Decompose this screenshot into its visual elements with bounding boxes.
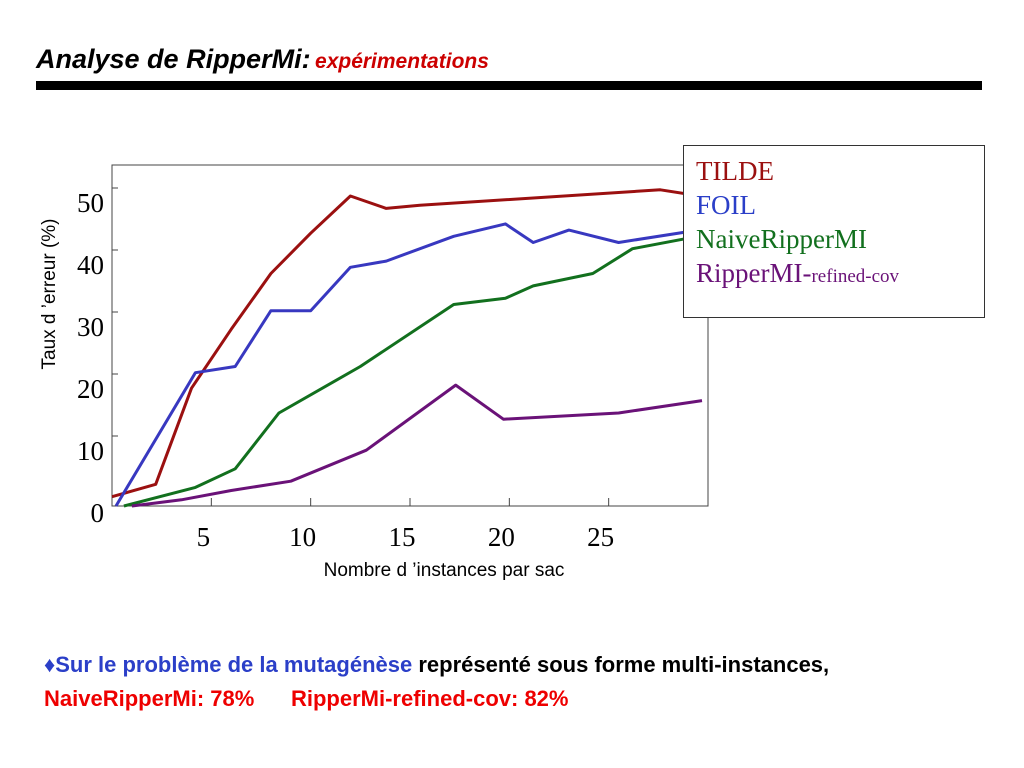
- x-tick-label: 15: [389, 522, 416, 552]
- legend-item-naiveripper: NaiveRipperMI: [696, 224, 867, 254]
- x-tick-label: 10: [289, 522, 316, 552]
- slide-title: Analyse de RipperMi: expérimentations: [36, 44, 489, 75]
- legend-item-tilde: TILDE: [696, 156, 774, 186]
- bullet-result-naive: NaiveRipperMi: 78%: [44, 686, 255, 711]
- series-lines: [111, 188, 703, 508]
- title-rule: [36, 81, 982, 90]
- bullet-result-refined: RipperMi-refined-cov: 82%: [290, 686, 569, 711]
- y-tick-label: 20: [77, 374, 104, 404]
- title-main: Analyse de RipperMi:: [36, 44, 311, 74]
- legend-item-ripper-refined: RipperMI-refined-cov: [696, 256, 972, 294]
- plot-frame: [111, 164, 709, 507]
- x-tick-label: 20: [488, 522, 515, 552]
- title-subtitle: expérimentations: [315, 50, 489, 73]
- legend-item-foil: FOIL: [696, 190, 756, 220]
- y-tick-label: 40: [77, 250, 104, 280]
- y-tick-label: 30: [77, 312, 104, 342]
- series-line-foil: [114, 222, 699, 507]
- y-tick-label: 50: [77, 188, 104, 218]
- legend-item-ripper-refined-suffix: refined-cov: [811, 266, 900, 287]
- legend: TILDE FOIL NaiveRipperMI RipperMI-refine…: [683, 145, 985, 318]
- series-line-tilde: [111, 188, 701, 499]
- bullet-diamond-icon: ♦: [44, 652, 56, 677]
- tick-labels: 5 10 15 20 25 0 10 20 30 40 50: [77, 188, 614, 552]
- bullet-text: ♦Sur le problème de la mutagénèse représ…: [44, 648, 974, 716]
- x-tick-label: 25: [587, 522, 614, 552]
- x-axis-label: Nombre d ’instances par sac: [324, 560, 565, 581]
- axis-ticks: [112, 187, 610, 506]
- y-tick-label: 0: [91, 498, 105, 528]
- y-tick-label: 10: [77, 436, 104, 466]
- series-line-naiverippermi: [123, 234, 699, 508]
- x-tick-label: 5: [197, 522, 211, 552]
- bullet-black-text: représenté sous forme multi-instances,: [412, 652, 830, 677]
- y-axis-label: Taux d ’erreur (%): [39, 219, 60, 370]
- legend-item-ripper-refined-main: RipperMI-: [696, 258, 812, 288]
- bullet-blue-text: Sur le problème de la mutagénèse: [55, 652, 413, 677]
- series-line-rippermi-refined-cov: [131, 383, 703, 508]
